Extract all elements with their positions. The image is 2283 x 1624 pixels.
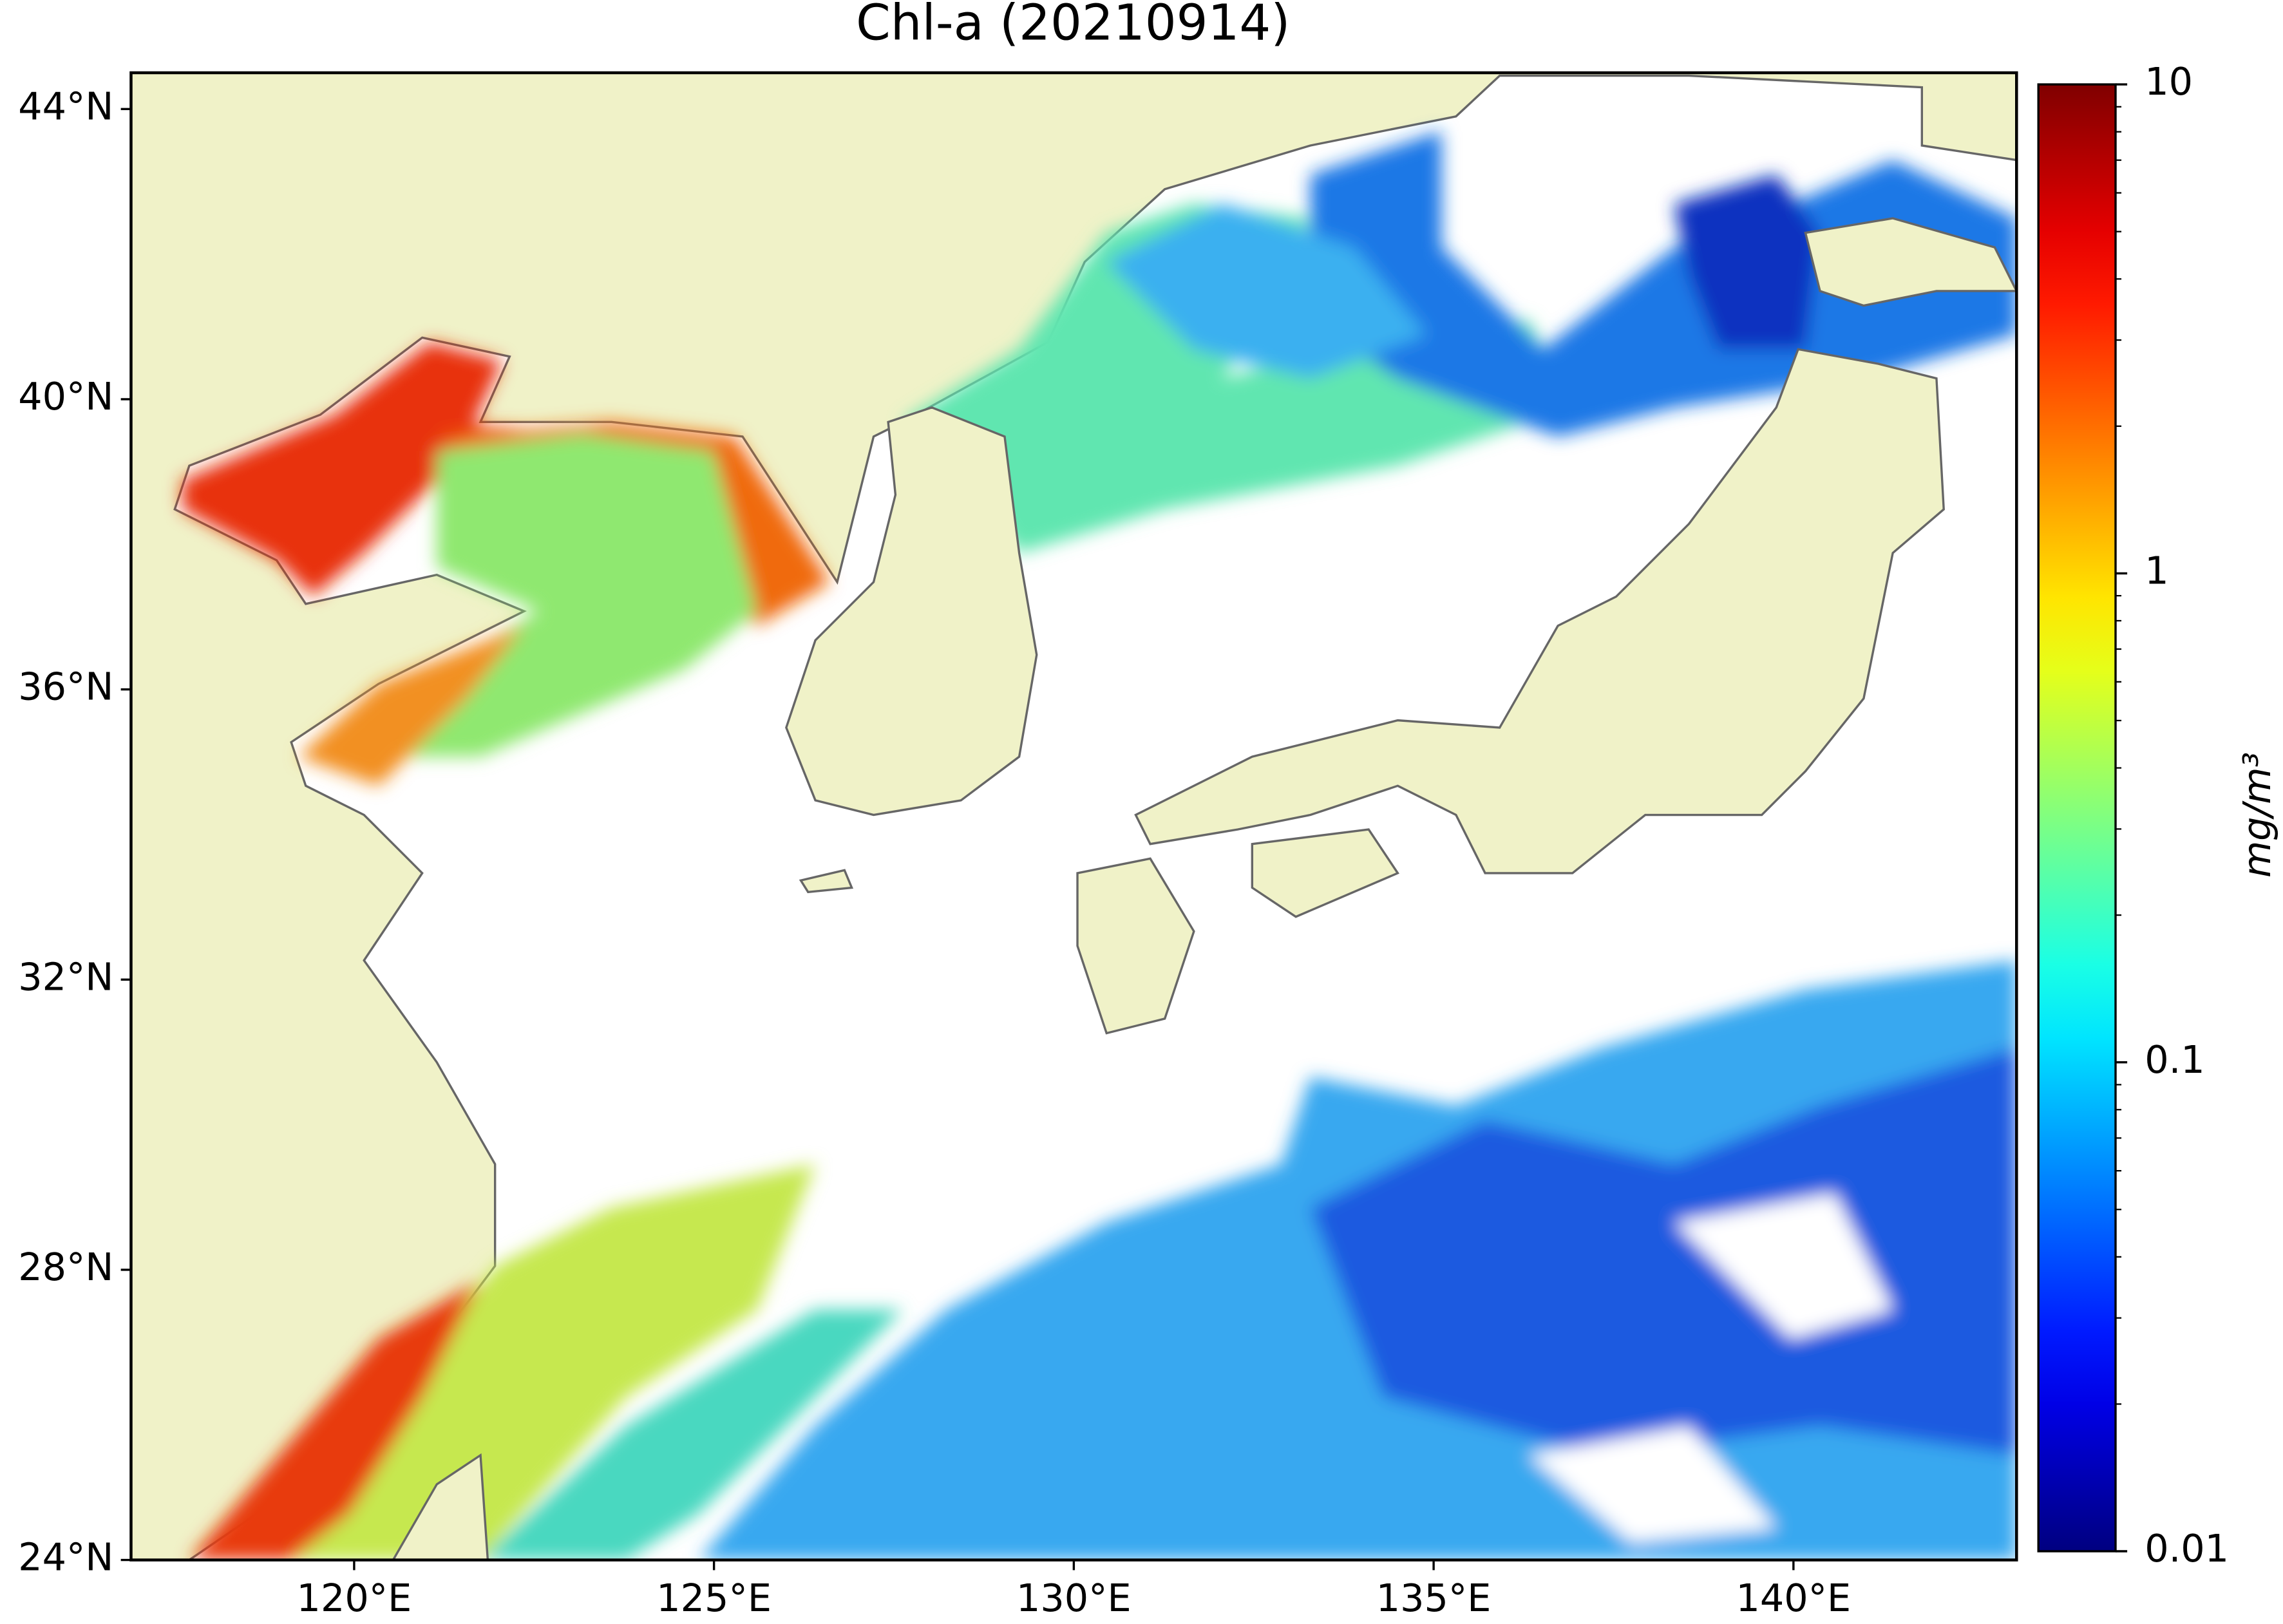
colorbar-label: mg/m³ bbox=[2235, 752, 2279, 878]
chart-title: Chl-a (20210914) bbox=[856, 0, 1290, 52]
y-tick-label: 32°N bbox=[18, 954, 113, 999]
y-tick-label: 28°N bbox=[18, 1245, 113, 1289]
y-tick-label: 40°N bbox=[18, 374, 113, 419]
colorbar-tick-label: 0.1 bbox=[2145, 1037, 2204, 1082]
x-tick-label: 135°E bbox=[1376, 1576, 1492, 1620]
land-outline bbox=[392, 217, 2017, 1560]
colorbar-tick-label: 1 bbox=[2145, 549, 2168, 593]
y-tick-label: 24°N bbox=[18, 1535, 113, 1580]
y-tick-label: 36°N bbox=[18, 665, 113, 709]
map bbox=[131, 72, 2017, 1560]
x-tick-label: 130°E bbox=[1016, 1576, 1132, 1620]
x-tick-label: 125°E bbox=[656, 1576, 772, 1620]
colorbar bbox=[2037, 83, 2117, 1553]
colorbar-tick-label: 0.01 bbox=[2145, 1526, 2229, 1571]
x-tick-label: 120°E bbox=[297, 1576, 412, 1620]
colorbar-tick-label: 10 bbox=[2145, 59, 2193, 104]
x-tick-label: 140°E bbox=[1736, 1576, 1852, 1620]
y-tick-label: 44°N bbox=[18, 84, 113, 128]
